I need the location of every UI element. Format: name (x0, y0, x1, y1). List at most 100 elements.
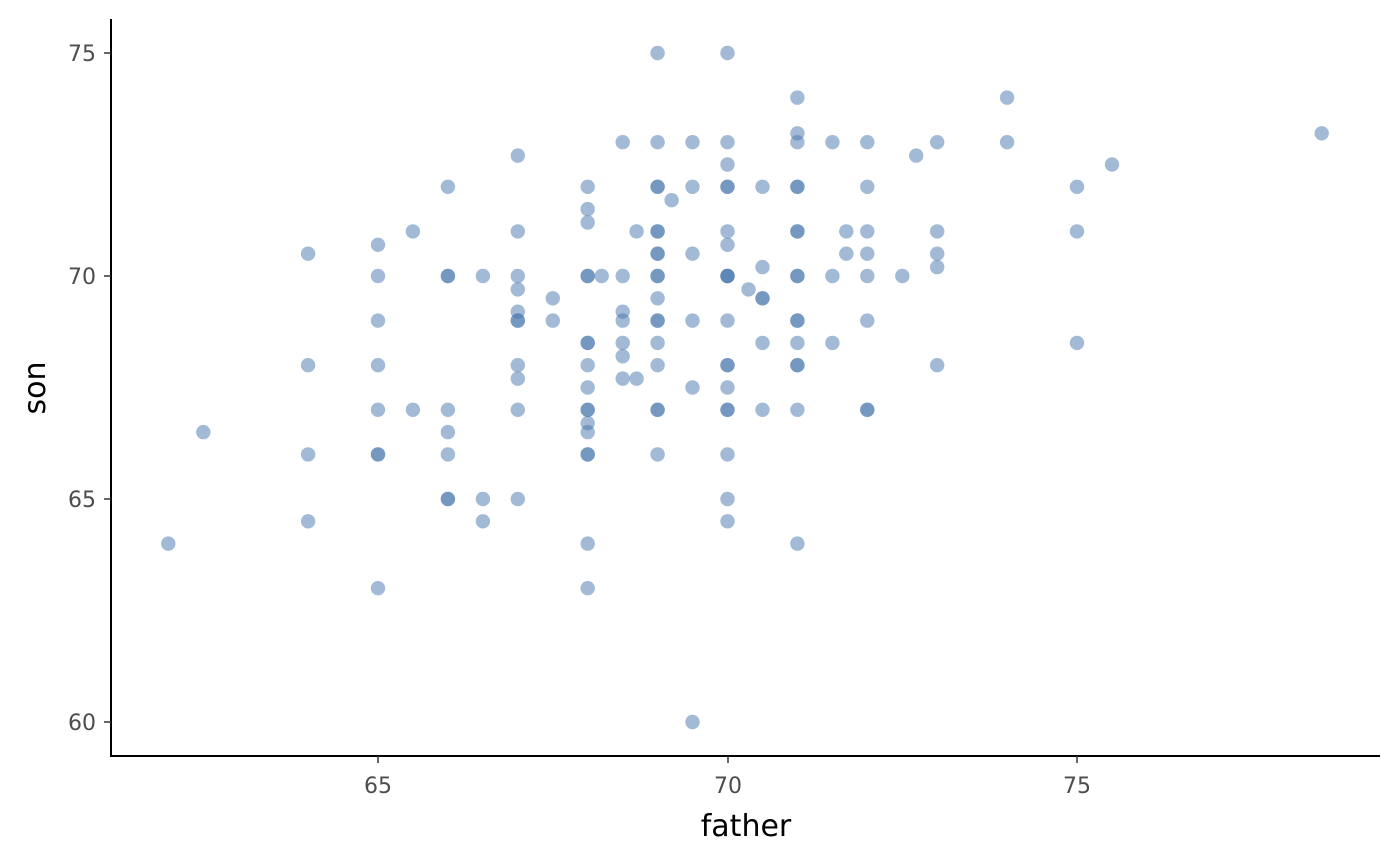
data-point (930, 246, 945, 261)
data-point (790, 313, 805, 328)
data-point (615, 313, 630, 328)
data-point (755, 179, 770, 194)
data-point (580, 268, 595, 284)
data-point (580, 447, 595, 462)
data-point (860, 179, 875, 194)
data-point (475, 491, 491, 507)
data-point (440, 447, 456, 462)
data-point (1069, 179, 1085, 194)
data-point (720, 313, 735, 328)
data-point (720, 514, 735, 529)
data-point (790, 335, 805, 351)
y-tick-label-70: 70 (68, 265, 96, 290)
data-point (790, 402, 805, 417)
data-point (720, 157, 735, 172)
data-point (440, 402, 456, 417)
data-point (720, 135, 735, 150)
data-point (594, 268, 609, 284)
data-point (909, 148, 924, 163)
data-point (370, 313, 386, 328)
data-point (685, 380, 700, 395)
data-point (510, 371, 525, 386)
plot-panel (110, 19, 1380, 757)
data-point (755, 402, 770, 417)
data-point (440, 179, 456, 194)
y-axis-title: son (18, 362, 53, 415)
data-point (475, 268, 491, 284)
data-point (370, 358, 386, 373)
data-point (790, 179, 805, 194)
data-point (300, 358, 316, 373)
data-point (510, 282, 525, 297)
data-point (440, 424, 456, 440)
data-point (650, 45, 665, 61)
x-tick-label-75: 75 (1063, 774, 1091, 799)
data-point (510, 224, 525, 239)
data-point (615, 335, 630, 351)
data-point (685, 179, 700, 194)
data-point (720, 402, 735, 417)
data-point (825, 135, 840, 150)
data-point (580, 424, 595, 440)
data-point (860, 246, 875, 261)
data-point (650, 224, 665, 239)
data-point (300, 447, 316, 462)
data-point (510, 268, 525, 284)
data-point (790, 536, 805, 551)
data-point (790, 224, 805, 239)
data-point (405, 224, 421, 239)
data-point (755, 259, 770, 275)
data-point (650, 268, 665, 284)
data-point (196, 424, 211, 440)
data-point (440, 491, 456, 507)
y-tick-label-60: 60 (68, 711, 96, 736)
data-point (629, 371, 644, 386)
data-point (790, 268, 805, 284)
data-point (370, 237, 386, 252)
data-point (930, 358, 945, 373)
data-point (999, 135, 1015, 150)
x-tick-label-70: 70 (714, 774, 742, 799)
data-point (860, 313, 875, 328)
data-point (580, 215, 595, 230)
data-point (930, 259, 945, 275)
data-point (580, 380, 595, 395)
data-point (370, 268, 386, 284)
data-point (440, 268, 456, 284)
data-point (755, 291, 770, 306)
data-point (629, 224, 644, 239)
data-point (650, 358, 665, 373)
data-point (1069, 335, 1085, 351)
data-point (300, 514, 316, 529)
data-point (370, 402, 386, 417)
data-point (161, 536, 176, 551)
data-point (650, 179, 665, 194)
data-point (664, 193, 679, 208)
data-point (650, 447, 665, 462)
data-point (650, 313, 665, 328)
data-point (650, 402, 665, 417)
data-point (545, 291, 560, 306)
data-point (510, 402, 525, 417)
x-axis: 65 70 75 father (364, 756, 1091, 844)
data-point (720, 224, 735, 239)
data-point (720, 45, 735, 61)
data-point (790, 135, 805, 150)
data-point (580, 201, 595, 217)
data-point (860, 402, 875, 417)
data-point (510, 148, 525, 163)
points-layer (161, 45, 1329, 730)
data-point (370, 581, 386, 596)
data-point (860, 268, 875, 284)
data-point (839, 246, 854, 261)
data-point (650, 246, 665, 261)
data-point (930, 135, 945, 150)
data-point (720, 268, 735, 284)
data-point (510, 313, 525, 328)
data-point (741, 282, 756, 297)
data-point (650, 291, 665, 306)
x-tick-label-65: 65 (364, 774, 392, 799)
data-point (510, 358, 525, 373)
data-point (825, 268, 840, 284)
